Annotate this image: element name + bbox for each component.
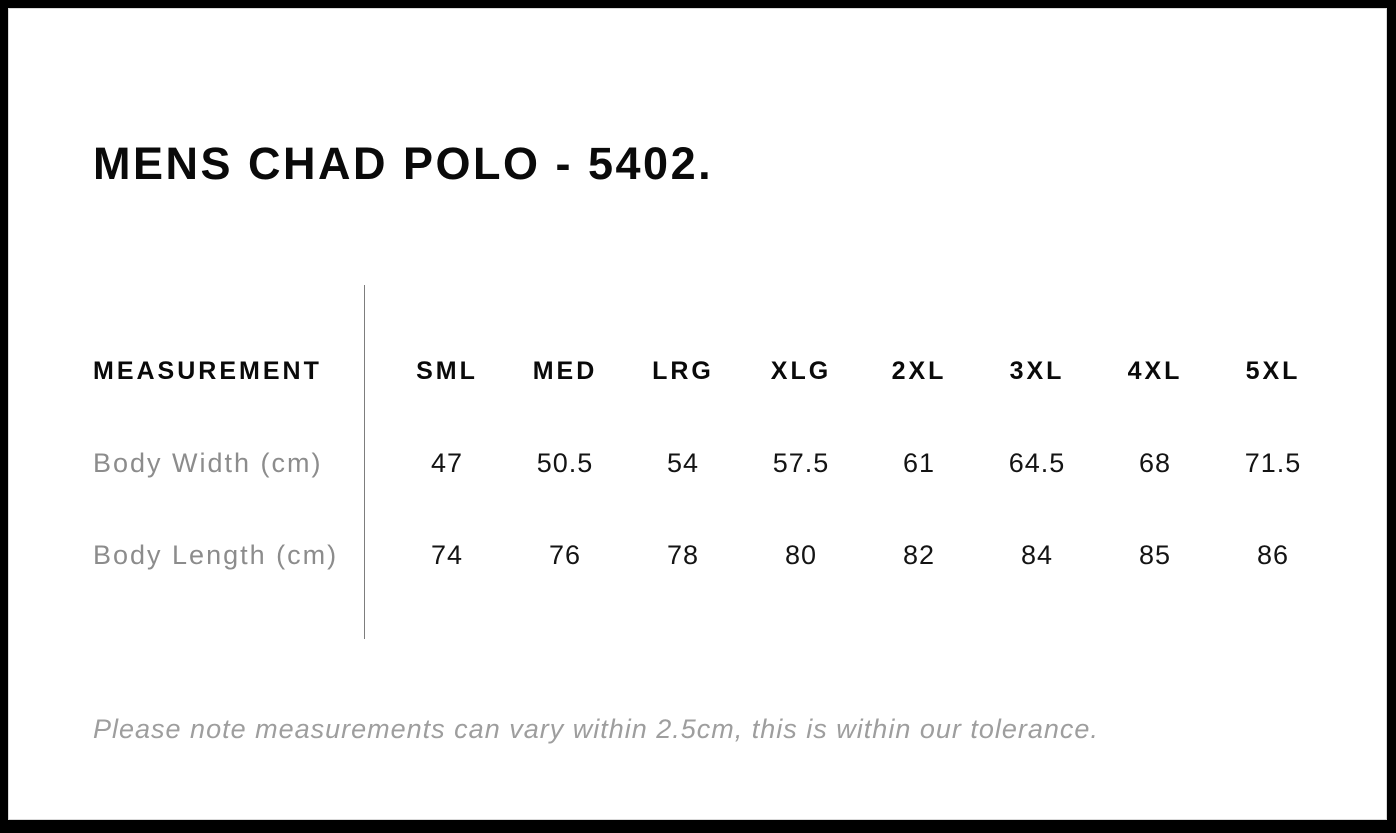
size-value-cell: 47: [430, 447, 464, 478]
size-value-cell: 76: [548, 539, 582, 570]
size-column-header-sml: SML: [416, 356, 478, 385]
size-column-header-5xl: 5XL: [1245, 356, 1301, 385]
size-value-cell: 86: [1256, 539, 1290, 570]
measurement-column-header: MEASUREMENT: [93, 356, 322, 385]
size-column-header-med: MED: [532, 356, 598, 385]
tolerance-note: Please note measurements can vary within…: [93, 714, 1099, 744]
size-value-cell: 84: [1020, 539, 1054, 570]
size-value-cell: 85: [1138, 539, 1172, 570]
size-value-cell: 64.5: [1008, 447, 1066, 478]
size-value-cell: 68: [1138, 447, 1172, 478]
row-label-body-length: Body Length (cm): [93, 539, 339, 570]
size-value-cell: 50.5: [536, 447, 594, 478]
size-column-header-4xl: 4XL: [1127, 356, 1183, 385]
size-column-header-xlg: XLG: [770, 356, 832, 385]
table-divider: [364, 285, 365, 639]
size-value-cell: 80: [784, 539, 818, 570]
row-label-body-width: Body Width (cm): [93, 447, 323, 478]
size-chart-table: MEASUREMENT SML MED LRG XLG 2XL 3XL 4XL …: [93, 325, 1332, 601]
size-column-header-lrg: LRG: [652, 356, 714, 385]
size-value-cell: 82: [902, 539, 936, 570]
size-value-cell: 57.5: [772, 447, 830, 478]
product-title: MENS CHAD POLO - 5402.: [93, 138, 714, 190]
size-value-cell: 78: [666, 539, 700, 570]
size-column-header-3xl: 3XL: [1009, 356, 1065, 385]
size-value-cell: 61: [902, 447, 936, 478]
size-column-header-2xl: 2XL: [891, 356, 947, 385]
size-value-cell: 54: [666, 447, 700, 478]
size-value-cell: 74: [430, 539, 464, 570]
size-value-cell: 71.5: [1244, 447, 1302, 478]
